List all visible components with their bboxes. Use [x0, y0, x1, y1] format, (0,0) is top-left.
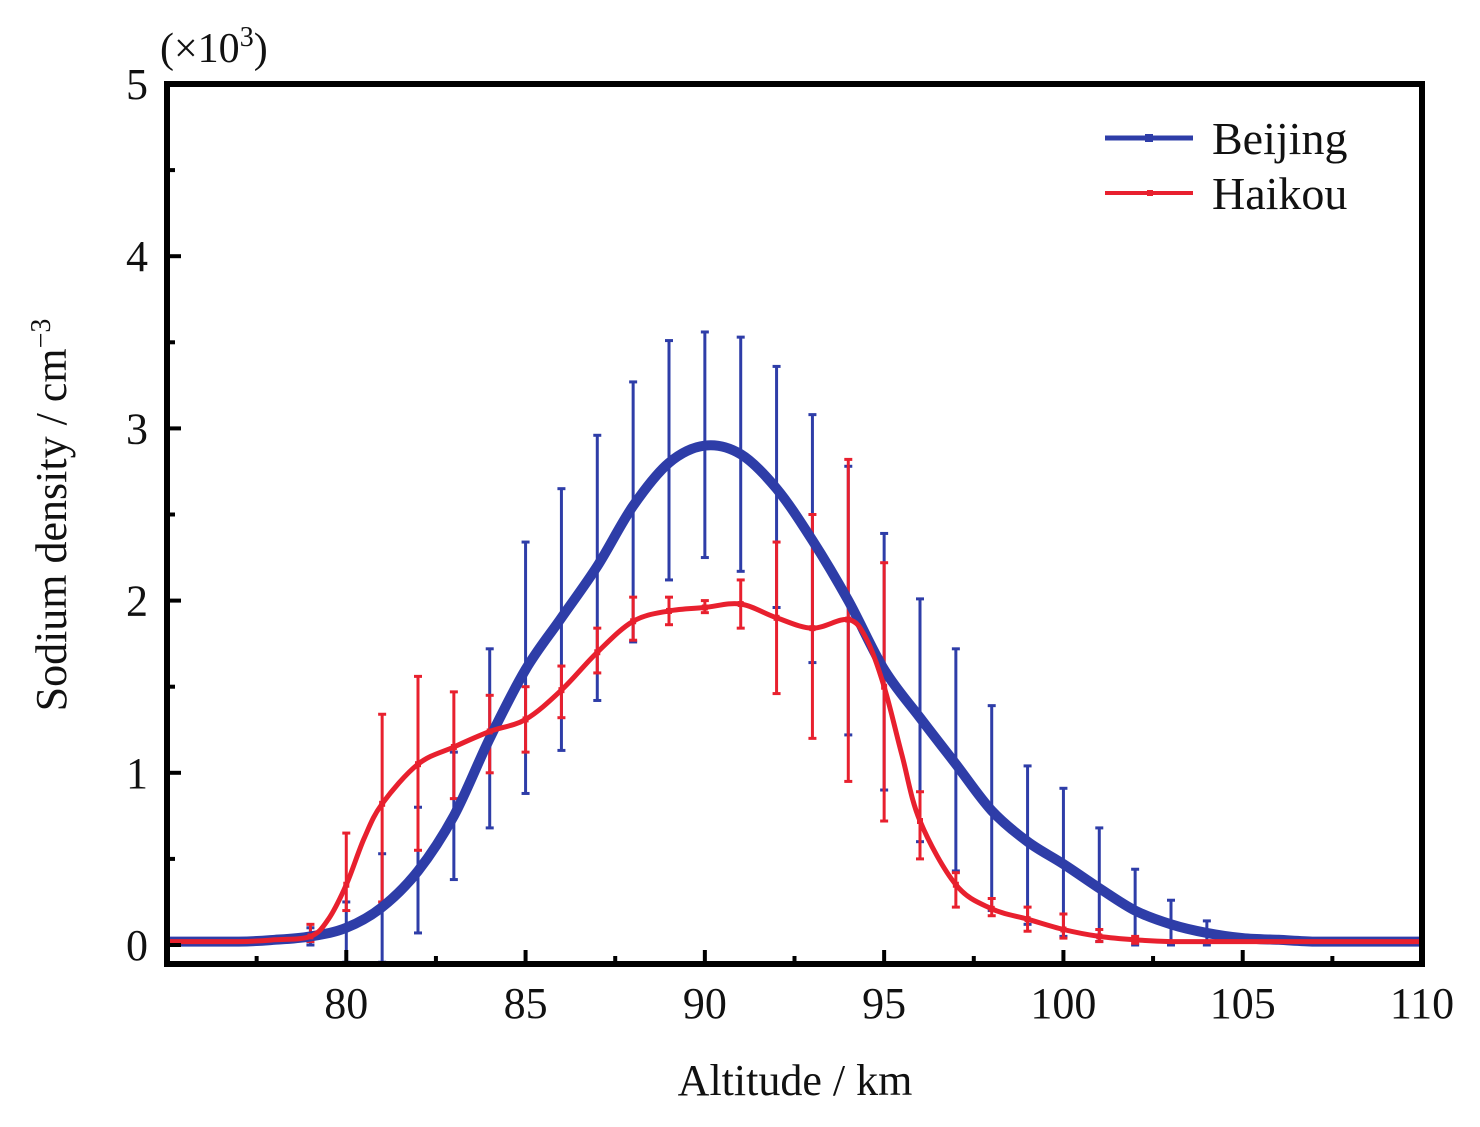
- data-point-haikou: [450, 743, 457, 750]
- series-line-haikou: [167, 601, 1422, 945]
- data-point-beijing: [415, 867, 421, 874]
- legend-label-haikou: Haikou: [1212, 168, 1347, 219]
- y-tick-label: 3: [126, 404, 148, 453]
- multiplier-label: (×103): [160, 22, 268, 72]
- data-point-beijing: [594, 563, 601, 570]
- legend-marker-haikou: [1147, 190, 1153, 196]
- x-tick-label: 110: [1390, 979, 1454, 1028]
- legend-item-haikou: Haikou: [1105, 168, 1347, 219]
- data-point-beijing: [486, 735, 493, 742]
- data-point-haikou: [917, 818, 923, 825]
- legend-item-beijing: Beijing: [1105, 113, 1347, 164]
- data-point-haikou: [1096, 933, 1103, 940]
- data-point-beijing: [1203, 929, 1210, 936]
- x-tick-label: 100: [1030, 979, 1096, 1028]
- data-point-beijing: [1132, 907, 1139, 914]
- data-point-haikou: [522, 716, 529, 723]
- y-axis-label-exponent: −3: [26, 319, 57, 349]
- data-point-beijing: [522, 666, 529, 673]
- y-tick-label: 0: [126, 921, 148, 970]
- data-point-beijing: [881, 666, 888, 673]
- data-point-haikou: [558, 687, 565, 694]
- data-point-haikou: [1060, 926, 1067, 933]
- ticks-layer: 80 85 90 95 100 105 110 0 1 2 3 4 5: [126, 60, 1454, 1028]
- data-point-beijing: [737, 451, 744, 458]
- multiplier-suffix: ): [254, 26, 268, 72]
- data-point-beijing: [666, 459, 672, 466]
- data-point-beijing: [701, 442, 708, 449]
- x-tick-label: 85: [504, 979, 548, 1028]
- data-point-haikou: [845, 616, 852, 623]
- data-point-haikou: [343, 881, 350, 888]
- data-point-haikou: [666, 607, 672, 614]
- series-line-beijing: [167, 440, 1422, 947]
- data-point-beijing: [450, 812, 457, 819]
- y-tick-label: 1: [126, 749, 148, 798]
- data-point-beijing: [845, 597, 852, 604]
- data-point-haikou: [630, 618, 637, 625]
- data-point-haikou: [415, 761, 421, 768]
- y-tick-label: 5: [126, 60, 148, 109]
- y-tick-label: 2: [126, 577, 148, 626]
- x-tick-label: 80: [324, 979, 368, 1028]
- data-point-beijing: [558, 614, 565, 621]
- data-point-beijing: [1096, 885, 1103, 892]
- data-point-beijing: [1024, 838, 1031, 845]
- data-point-haikou: [952, 881, 959, 888]
- data-point-beijing: [988, 807, 995, 814]
- legend-label-beijing: Beijing: [1212, 113, 1347, 164]
- data-point-haikou: [809, 625, 816, 632]
- data-point-beijing: [1168, 921, 1174, 928]
- x-tick-label: 95: [862, 979, 906, 1028]
- lines-layer: [167, 440, 1422, 947]
- x-axis-label: Altitude / km: [678, 1056, 913, 1105]
- multiplier-prefix: (×10: [160, 26, 240, 72]
- data-point-haikou: [1024, 916, 1031, 923]
- data-point-beijing: [917, 714, 923, 721]
- data-point-haikou: [988, 905, 995, 912]
- data-point-haikou: [881, 683, 888, 690]
- y-tick-label: 4: [126, 232, 148, 281]
- data-point-haikou: [307, 933, 314, 940]
- x-tick-label: 105: [1210, 979, 1276, 1028]
- data-point-haikou: [486, 728, 493, 735]
- data-point-beijing: [809, 537, 816, 544]
- data-point-beijing: [773, 485, 780, 492]
- legend: Beijing Haikou: [1105, 113, 1347, 219]
- data-point-haikou: [1132, 936, 1139, 943]
- data-point-beijing: [952, 761, 959, 768]
- legend-marker-beijing: [1145, 134, 1153, 142]
- data-point-haikou: [701, 604, 708, 611]
- data-point-haikou: [379, 800, 386, 807]
- data-point-beijing: [343, 924, 350, 931]
- data-point-beijing: [630, 502, 637, 509]
- data-point-haikou: [773, 614, 780, 621]
- y-axis-label-text: Sodium density / cm: [27, 348, 76, 711]
- data-point-beijing: [1060, 861, 1067, 868]
- data-point-beijing: [379, 904, 386, 911]
- multiplier-exponent: 3: [240, 22, 254, 53]
- data-point-haikou: [737, 601, 744, 608]
- x-tick-label: 90: [683, 979, 727, 1028]
- data-point-haikou: [594, 649, 601, 656]
- y-axis-label: Sodium density / cm−3: [26, 319, 76, 712]
